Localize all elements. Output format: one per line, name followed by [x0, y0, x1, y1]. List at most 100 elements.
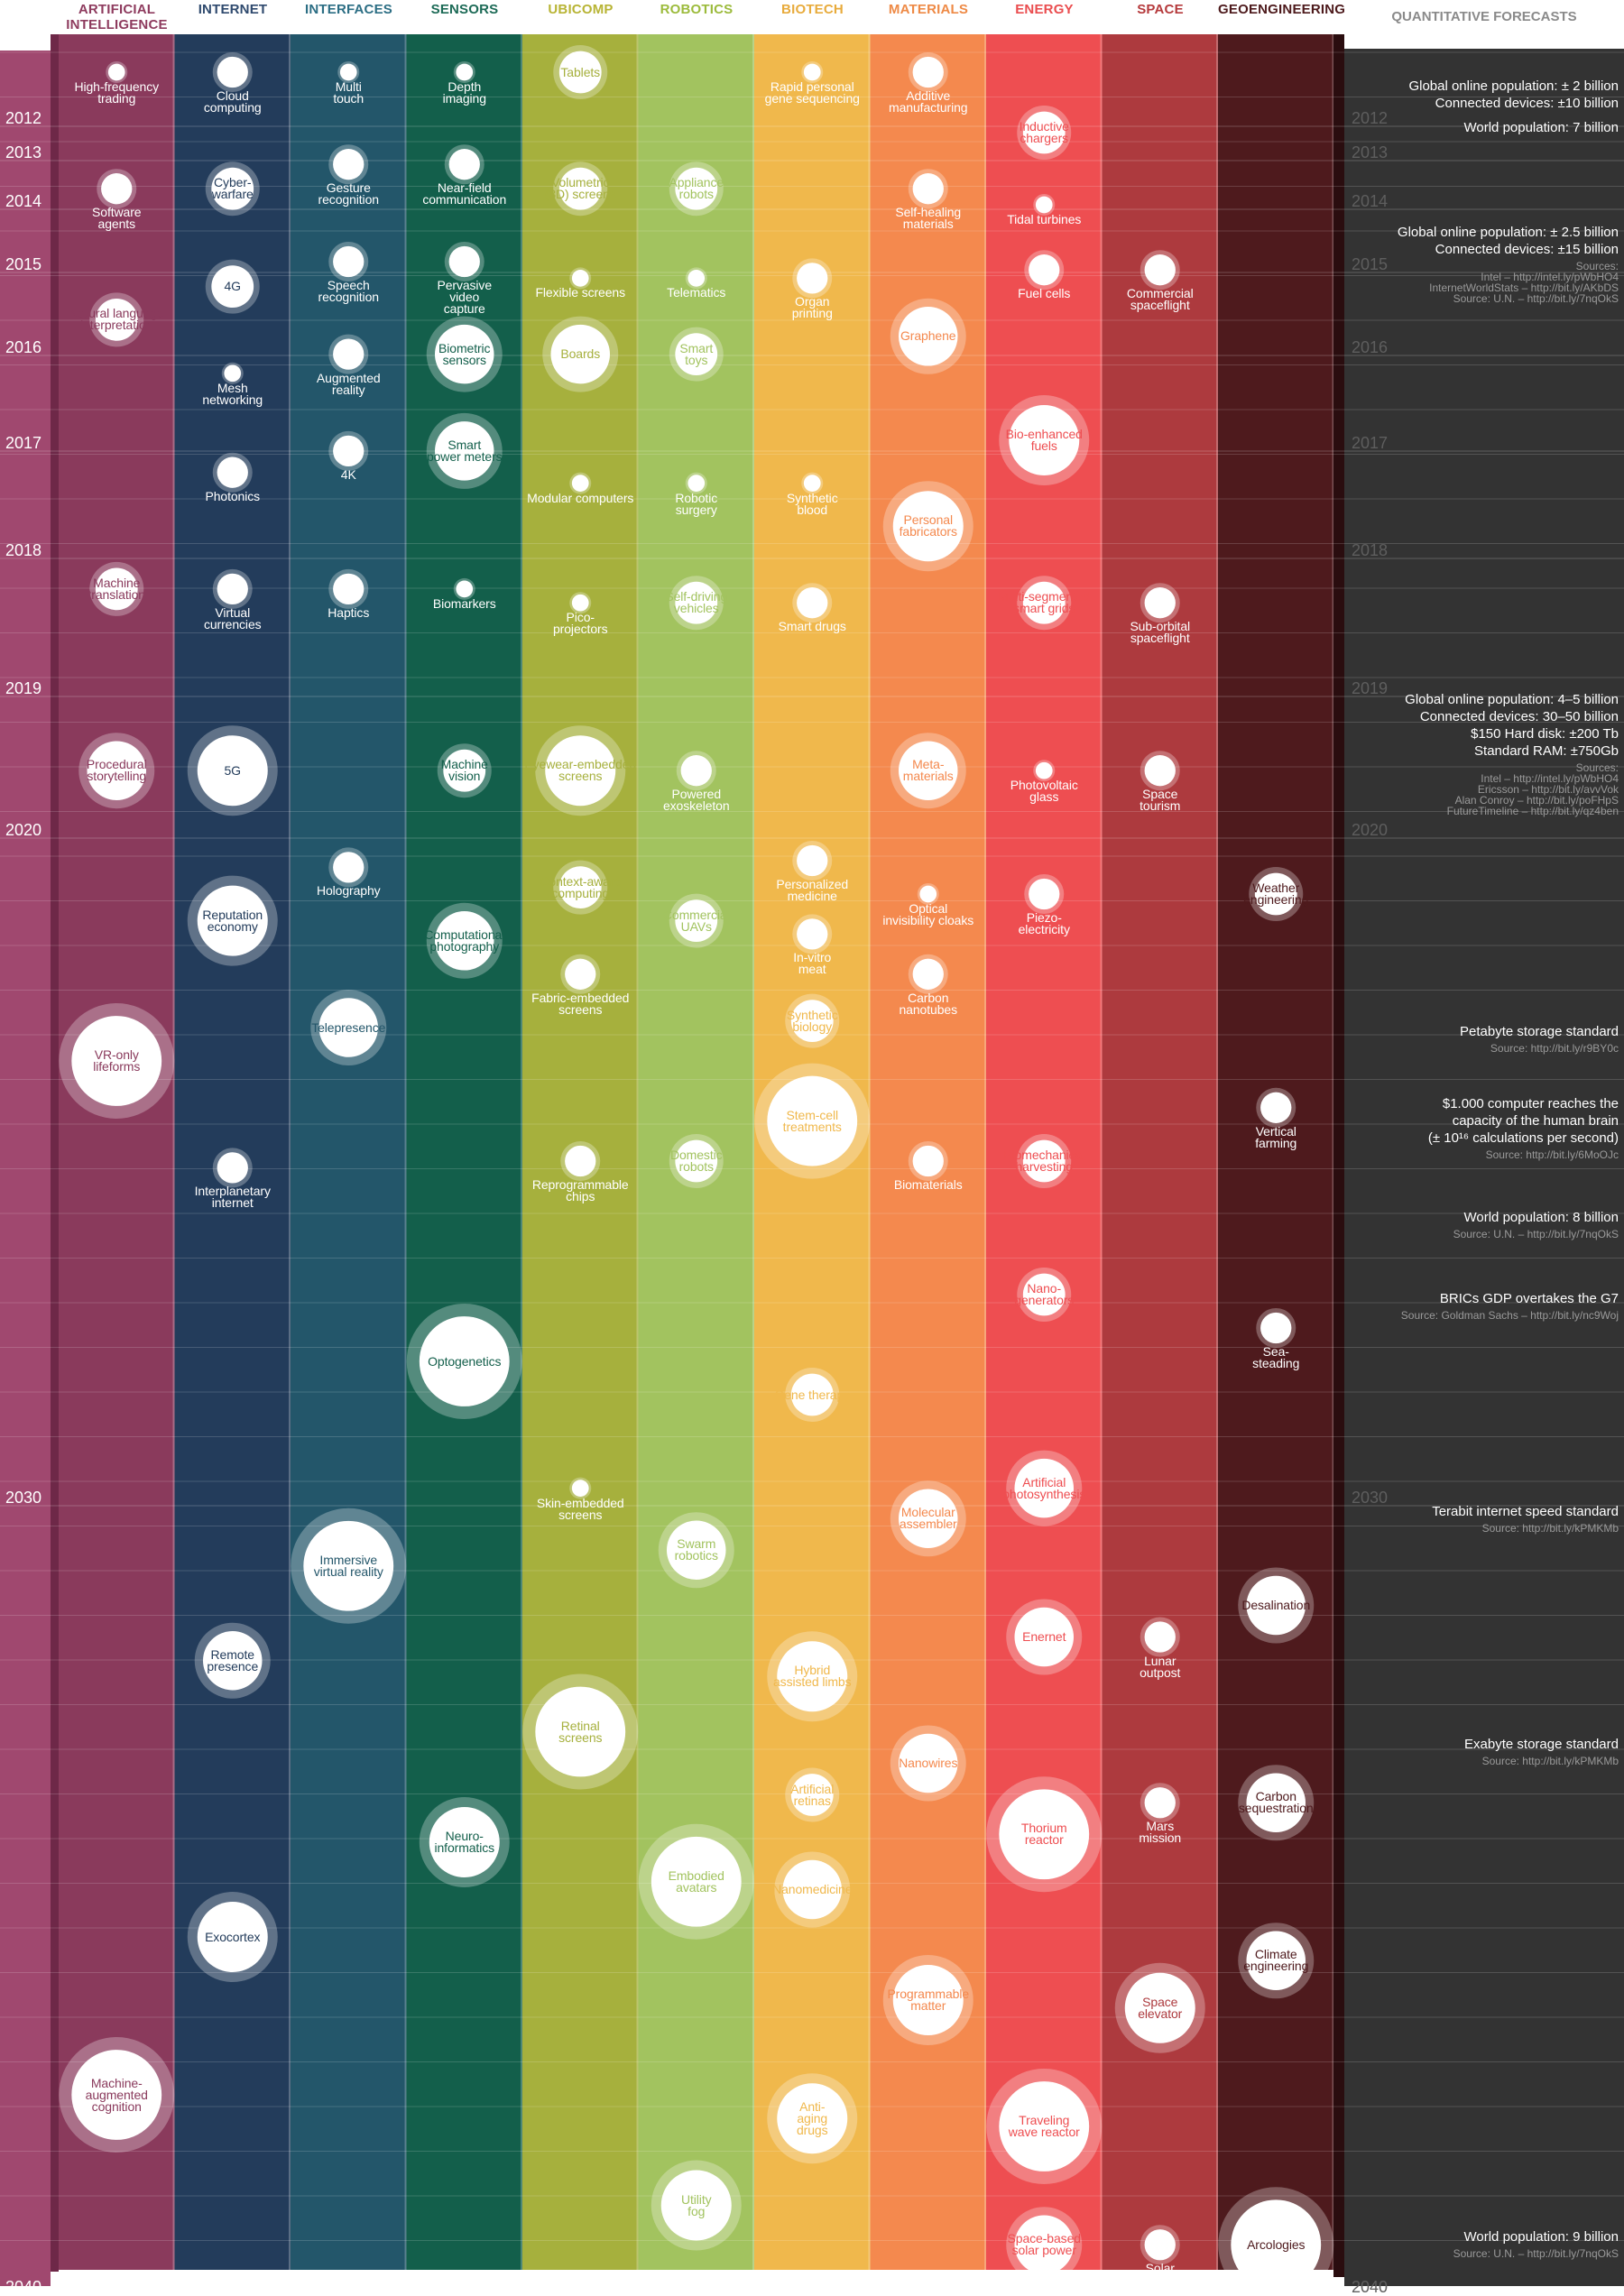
- tech-bubble: [675, 1139, 718, 1183]
- tech-bubble: [1035, 196, 1053, 214]
- tech-bubble: [448, 245, 480, 278]
- tech-bubble: [571, 594, 589, 612]
- tech-bubble: [434, 911, 494, 971]
- forecast-text: capacity of the human brain: [1452, 1113, 1619, 1129]
- tech-bubble: [558, 51, 602, 94]
- tech-label: Piezo- electricity: [1018, 910, 1070, 936]
- tech-label: Fabric-embedded screens: [531, 990, 630, 1017]
- tech-bubble: [303, 1520, 394, 1611]
- forecast-source: Alan Conroy – http://bit.ly/poFHpS: [1454, 794, 1619, 807]
- forecast-source: Source: U.N. – http://bit.ly/7nqOkS: [1453, 2247, 1619, 2260]
- tech-label: Sea- steading: [1252, 1344, 1300, 1370]
- tech-bubble: [898, 1489, 958, 1549]
- tech-bubble: [898, 307, 958, 366]
- forecast-year-label: 2016: [1352, 338, 1389, 356]
- year-strip-edge: [51, 34, 59, 2272]
- tech-label: Self-driving vehicles: [665, 589, 728, 616]
- tech-label: Bio-enhanced fuels: [1005, 427, 1083, 453]
- tech-label: Domestic robots: [669, 1148, 723, 1174]
- tech-bubble: [1246, 1773, 1306, 1833]
- forecast-source: Source: U.N. – http://bit.ly/7nqOkS: [1453, 292, 1619, 305]
- forecast-source: Sources:: [1575, 260, 1619, 272]
- tech-bubble: [675, 581, 718, 624]
- tech-label: Mars mission: [1139, 1819, 1182, 1846]
- tech-bubble: [1246, 1575, 1306, 1636]
- column-band: [59, 34, 175, 2270]
- tech-label: Enernet: [1022, 1629, 1066, 1644]
- tech-bubble: [429, 1807, 500, 1877]
- tech-label: 4K: [340, 466, 356, 482]
- column-band: [291, 34, 407, 2270]
- tech-bubble: [782, 1859, 843, 1920]
- forecast-text: World population: 8 billion: [1463, 1210, 1619, 1225]
- chart-right-edge: [1333, 34, 1344, 2277]
- tech-label: Telepresence: [311, 1019, 386, 1035]
- tech-bubble: [1144, 1787, 1176, 1819]
- tech-bubble: [95, 299, 138, 341]
- tech-label: Smart toys: [679, 340, 714, 367]
- tech-label: Organ printing: [791, 294, 833, 321]
- tech-bubble: [95, 567, 138, 611]
- tech-bubble: [687, 270, 706, 287]
- column-divider: [1332, 34, 1334, 2270]
- tech-bubble: [892, 491, 964, 562]
- tech-label: Inductive chargers: [1019, 119, 1069, 145]
- tech-bubble: [434, 421, 494, 481]
- tech-bubble: [1022, 581, 1066, 624]
- forecast-year-label: 2012: [1352, 109, 1389, 127]
- tech-bubble: [919, 885, 937, 903]
- column-header: ENERGY: [1015, 2, 1074, 17]
- tech-label: Solar sail: [1145, 2261, 1175, 2288]
- forecast-text: BRICs GDP overtakes the G7: [1439, 1291, 1619, 1306]
- tech-label: Graphene: [900, 328, 956, 344]
- tech-label: Stem-cell treatments: [782, 1107, 842, 1134]
- tech-bubble: [1022, 1273, 1066, 1316]
- forecast-source: Source: http://bit.ly/kPMKMb: [1481, 1522, 1619, 1535]
- tech-label: Pico- projectors: [553, 610, 608, 637]
- tech-bubble: [318, 998, 379, 1057]
- tech-label: Holography: [316, 883, 381, 899]
- forecast-text: Petabyte storage standard: [1460, 1024, 1619, 1039]
- tech-label: Swarm robotics: [674, 1536, 718, 1563]
- tech-bubble: [333, 149, 364, 180]
- tech-label: Flexible screens: [535, 285, 626, 300]
- column-band: [1218, 34, 1334, 2270]
- tech-bubble: [1022, 1139, 1066, 1183]
- tech-bubble: [224, 364, 242, 383]
- year-label: 2016: [5, 338, 42, 356]
- year-strip: [0, 51, 51, 2286]
- tech-label: Exocortex: [205, 1929, 261, 1944]
- year-label: 2014: [5, 192, 42, 210]
- tech-bubble: [1014, 1607, 1075, 1667]
- tech-label: Modular computers: [527, 490, 634, 505]
- tech-label: Personal fabricators: [899, 512, 957, 539]
- tech-bubble: [797, 844, 828, 877]
- forecast-source: Source: Goldman Sachs – http://bit.ly/nc…: [1400, 1309, 1619, 1322]
- tech-label: Telematics: [667, 285, 726, 300]
- column-header: SPACE: [1137, 2, 1184, 17]
- tech-label: Thorium reactor: [1020, 1821, 1067, 1848]
- tech-label: VR-only lifeforms: [93, 1047, 141, 1074]
- tech-label: Cyber- warfare: [211, 175, 254, 202]
- tech-bubble: [456, 580, 474, 598]
- tech-label: Haptics: [328, 604, 370, 620]
- year-label: 2017: [5, 434, 42, 452]
- tech-bubble: [651, 1836, 742, 1927]
- tech-bubble: [333, 245, 364, 278]
- tech-label: Meta- materials: [902, 757, 954, 784]
- tech-bubble: [1124, 1972, 1195, 2043]
- tech-bubble: [443, 749, 486, 792]
- tech-label: Carbon sequestration: [1238, 1789, 1314, 1816]
- tech-label: Pervasive video capture: [437, 278, 493, 316]
- tech-label: Neuro- informatics: [434, 1829, 495, 1855]
- tech-bubble: [558, 866, 602, 908]
- forecast-text: Global online population: 4–5 billion: [1405, 692, 1619, 707]
- forecast-year-label: 2017: [1352, 434, 1389, 452]
- tech-label: Weather engineering: [1243, 881, 1309, 907]
- tech-bubble: [912, 1145, 944, 1177]
- tech-label: Skin-embedded screens: [536, 1495, 624, 1522]
- forecast-text: (± 10¹⁶ calculations per second): [1427, 1130, 1619, 1146]
- forecast-source: InternetWorldStats – http://bit.ly/AKbDS: [1429, 281, 1619, 294]
- tech-label: Tablets: [560, 64, 601, 79]
